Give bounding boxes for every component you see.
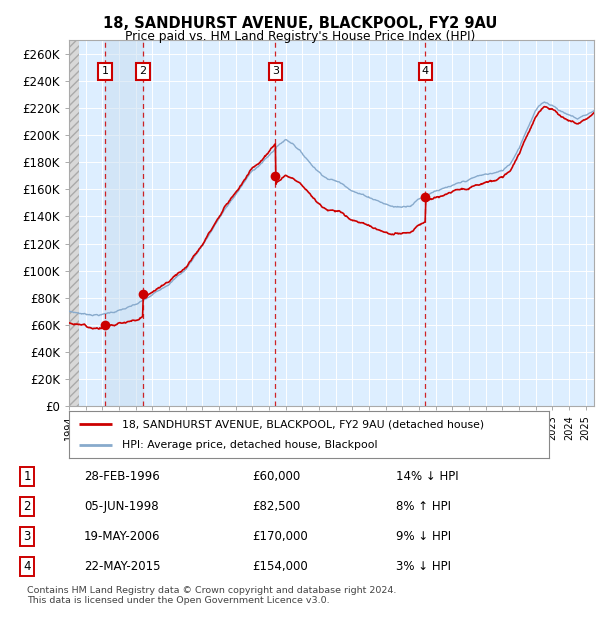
Text: 8% ↑ HPI: 8% ↑ HPI [396,500,451,513]
Text: 1: 1 [23,471,31,483]
Bar [69,40,79,406]
Text: 4: 4 [23,560,31,572]
Text: 3: 3 [272,66,279,76]
Text: 2: 2 [23,500,31,513]
Bar [105,40,143,406]
Text: £170,000: £170,000 [252,530,308,542]
Text: £60,000: £60,000 [252,471,300,483]
Text: 19-MAY-2006: 19-MAY-2006 [84,530,161,542]
Text: Contains HM Land Registry data © Crown copyright and database right 2024.
This d: Contains HM Land Registry data © Crown c… [27,586,397,605]
Text: 1: 1 [101,66,109,76]
Text: 28-FEB-1996: 28-FEB-1996 [84,471,160,483]
Text: 18, SANDHURST AVENUE, BLACKPOOL, FY2 9AU: 18, SANDHURST AVENUE, BLACKPOOL, FY2 9AU [103,16,497,30]
Text: 18, SANDHURST AVENUE, BLACKPOOL, FY2 9AU (detached house): 18, SANDHURST AVENUE, BLACKPOOL, FY2 9AU… [122,419,484,429]
Text: 3% ↓ HPI: 3% ↓ HPI [396,560,451,572]
Text: 3: 3 [23,530,31,542]
Text: HPI: Average price, detached house, Blackpool: HPI: Average price, detached house, Blac… [122,440,377,451]
Text: 14% ↓ HPI: 14% ↓ HPI [396,471,458,483]
Text: £82,500: £82,500 [252,500,300,513]
Text: 22-MAY-2015: 22-MAY-2015 [84,560,161,572]
Text: £154,000: £154,000 [252,560,308,572]
Text: 4: 4 [422,66,429,76]
Text: 2: 2 [139,66,146,76]
Text: 9% ↓ HPI: 9% ↓ HPI [396,530,451,542]
Text: 05-JUN-1998: 05-JUN-1998 [84,500,158,513]
Text: Price paid vs. HM Land Registry's House Price Index (HPI): Price paid vs. HM Land Registry's House … [125,30,475,43]
